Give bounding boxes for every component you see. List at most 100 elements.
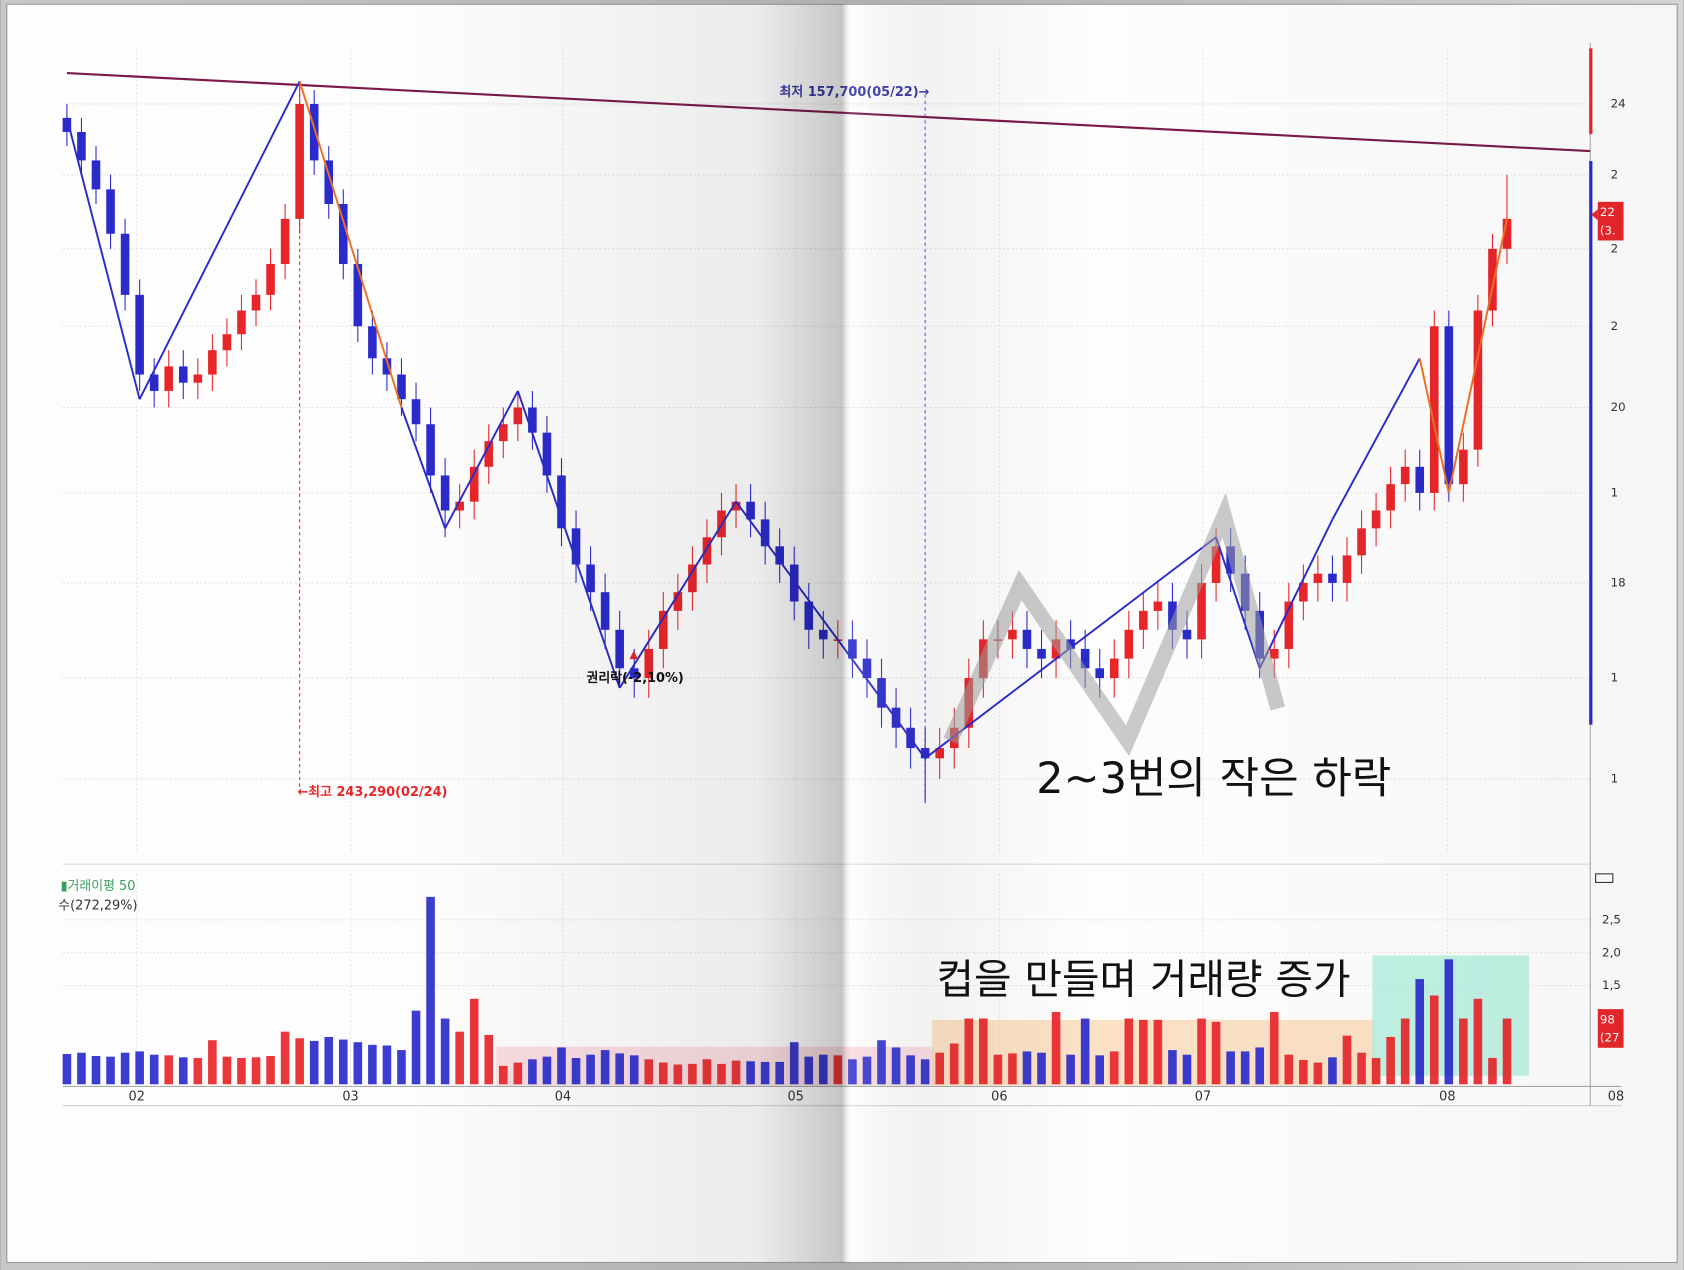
volume-bar: [397, 1050, 406, 1085]
volume-bar: [62, 1054, 72, 1085]
candle-body: [1459, 449, 1468, 485]
volume-bar: [819, 1054, 828, 1085]
volume-bar: [368, 1044, 377, 1085]
candle-body: [440, 475, 450, 511]
volume-bar: [1415, 979, 1425, 1085]
volume-box-label: 98: [1600, 1012, 1615, 1026]
volume-bar: [1080, 1018, 1090, 1085]
candle-body: [1357, 528, 1366, 556]
volume-bar: [1197, 1018, 1206, 1085]
candle-body: [499, 424, 508, 442]
volume-bar: [1386, 1036, 1395, 1085]
volume-bar: [979, 1018, 988, 1085]
volume-bar: [848, 1059, 857, 1085]
volume-bar: [1255, 1047, 1265, 1085]
volume-bar: [629, 1055, 639, 1085]
candle-body: [586, 564, 595, 593]
volume-bar: [149, 1054, 159, 1085]
volume-bar: [964, 1018, 974, 1085]
volume-bar: [528, 1059, 537, 1085]
volume-bar: [338, 1039, 348, 1085]
x-tick-label: 06: [991, 1090, 1007, 1105]
candle-body: [411, 399, 421, 425]
volume-bar: [1037, 1052, 1046, 1085]
volume-bar: [1444, 959, 1454, 1085]
volume-bar: [731, 1060, 741, 1085]
volume-bar: [615, 1053, 624, 1085]
volume-bar: [542, 1056, 552, 1085]
volume-bar: [1269, 1011, 1279, 1085]
x-tick-label: 08: [1439, 1090, 1455, 1105]
volume-bar: [426, 896, 435, 1085]
candle-body: [1109, 658, 1119, 679]
x-tick-label: 03: [342, 1090, 358, 1105]
volume-bar: [1400, 1018, 1410, 1085]
volume-bar: [804, 1056, 814, 1085]
y-tick-label: 20: [1611, 400, 1626, 414]
volume-bar: [222, 1056, 232, 1085]
volume-bar: [353, 1042, 363, 1085]
volume-bar: [920, 1059, 930, 1085]
volume-bar: [702, 1059, 712, 1085]
volume-bar: [1299, 1059, 1308, 1085]
cup-annotation: 컵을 만들며 거래량 증가: [936, 955, 1350, 1003]
volume-bar: [688, 1063, 697, 1085]
volume-bar: [266, 1056, 275, 1085]
y-tick-label: 2: [1611, 241, 1619, 255]
candle-body: [1008, 629, 1017, 640]
volume-tick-label: 1,5: [1602, 978, 1621, 992]
volume-bar: [135, 1051, 144, 1085]
volume-bar: [324, 1036, 334, 1085]
volume-bar: [1211, 1021, 1221, 1085]
volume-bar: [1124, 1018, 1134, 1085]
dips-annotation: 2~3번의 작은 하락: [1036, 754, 1391, 804]
candle-body: [295, 103, 304, 219]
high-annotation: ←최고 243,290(02/24): [297, 785, 447, 800]
volume-bar: [659, 1062, 668, 1085]
price-indicator-bar: [1589, 48, 1593, 135]
candle-body: [266, 264, 275, 295]
candle-body: [1444, 326, 1454, 485]
volume-bar: [1284, 1054, 1294, 1085]
candle-body: [368, 326, 377, 359]
ma-legend: ▮거래이평 50: [60, 879, 135, 894]
volume-bar: [1473, 998, 1483, 1085]
volume-bar: [1182, 1054, 1192, 1085]
candle-body: [1037, 648, 1046, 659]
volume-bar: [440, 1018, 450, 1085]
candle-body: [615, 629, 624, 669]
candle-body: [1342, 555, 1352, 583]
volume-bar: [295, 1038, 304, 1085]
candle-body: [1124, 629, 1134, 659]
candle-body: [1095, 668, 1104, 679]
volume-box-label: (27: [1600, 1031, 1620, 1045]
volume-bar: [775, 1061, 784, 1085]
candle-body: [789, 564, 799, 602]
volume-bar: [251, 1057, 261, 1085]
volume-bar: [455, 1031, 464, 1085]
candle-body: [164, 366, 174, 391]
candle-body: [688, 564, 697, 593]
x-tick-label: 08: [1608, 1090, 1624, 1105]
volume-bar: [1459, 1018, 1468, 1085]
volume-bar: [891, 1047, 901, 1085]
volume-bar: [513, 1062, 523, 1085]
volume-bar: [1008, 1053, 1017, 1085]
candle-body: [280, 218, 290, 265]
volume-bar: [906, 1055, 915, 1085]
ratio-legend: 수(272,29%): [58, 899, 137, 914]
volume-bar: [717, 1063, 726, 1085]
volume-bar: [586, 1054, 595, 1085]
volume-bar: [1109, 1051, 1119, 1085]
volume-bar: [600, 1050, 610, 1085]
volume-bar: [164, 1055, 174, 1085]
candle-body: [1473, 310, 1483, 450]
volume-bar: [1168, 1050, 1177, 1085]
candle-body: [1153, 601, 1163, 611]
volume-bar: [1139, 1019, 1148, 1085]
candle-body: [120, 233, 130, 295]
candle-body: [1022, 629, 1032, 649]
volume-bar: [120, 1052, 130, 1085]
candle-body: [1415, 466, 1425, 493]
